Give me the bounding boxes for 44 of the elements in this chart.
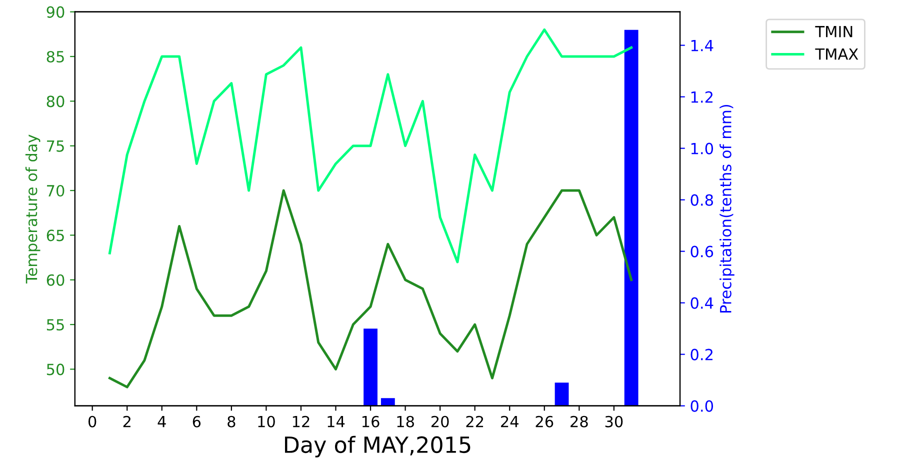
y2-tick-label: 1.0 [691, 142, 714, 154]
x-axis-title: Day of MAY,2015 [285, 436, 470, 458]
y2-tick-label: 0.8 [690, 194, 713, 206]
y2-tick-label: 0.6 [690, 246, 714, 258]
x-tick-label: 2 [123, 416, 130, 428]
y-tick-label: 85 [46, 50, 64, 63]
x-tick-label: 14 [328, 416, 345, 428]
y-tick-label: 55 [46, 319, 64, 331]
x-tick-label: 20 [431, 416, 449, 428]
x-tick-label: 18 [397, 416, 414, 428]
bar [624, 30, 638, 406]
y-tick-label: 50 [46, 364, 64, 376]
x-tick-label: 0 [88, 416, 96, 428]
line-series [108, 189, 633, 388]
bar [364, 328, 378, 406]
y-tick-label: 80 [46, 96, 64, 108]
legend-label: TMIN [815, 26, 852, 38]
x-tick-label: 26 [536, 416, 554, 428]
x-tick-label: 4 [158, 416, 166, 428]
x-tick-label: 22 [466, 416, 484, 428]
x-tick-label: 8 [228, 416, 236, 428]
x-tick-label: 12 [292, 416, 310, 428]
y2-tick-label: 1.2 [691, 91, 713, 103]
y-tick-label: 65 [46, 230, 64, 242]
x-tick-label: 6 [192, 416, 201, 428]
y-axis-title: Temperature of day [25, 134, 40, 284]
bar [554, 382, 569, 406]
line-series [108, 28, 633, 264]
bar [380, 398, 395, 406]
y-tick-label: 60 [46, 274, 64, 286]
x-tick-label: 28 [570, 416, 588, 428]
y-tick-label: 75 [47, 140, 64, 152]
y-tick-label: 90 [46, 6, 64, 18]
y2-axis-title: Precipitation(tenths of mm) [720, 104, 734, 312]
x-tick-label: 10 [258, 416, 275, 428]
y2-tick-label: 0.0 [690, 400, 714, 412]
y2-tick-label: 0.4 [690, 297, 714, 309]
y-tick-label: 70 [47, 184, 64, 197]
y2-tick-label: 1.4 [691, 40, 714, 52]
x-tick-label: 24 [501, 416, 518, 428]
x-tick-label: 16 [362, 416, 380, 428]
x-tick-label: 30 [605, 416, 623, 428]
legend-label: TMAX [815, 48, 858, 60]
y2-tick-label: 0.2 [690, 348, 713, 360]
